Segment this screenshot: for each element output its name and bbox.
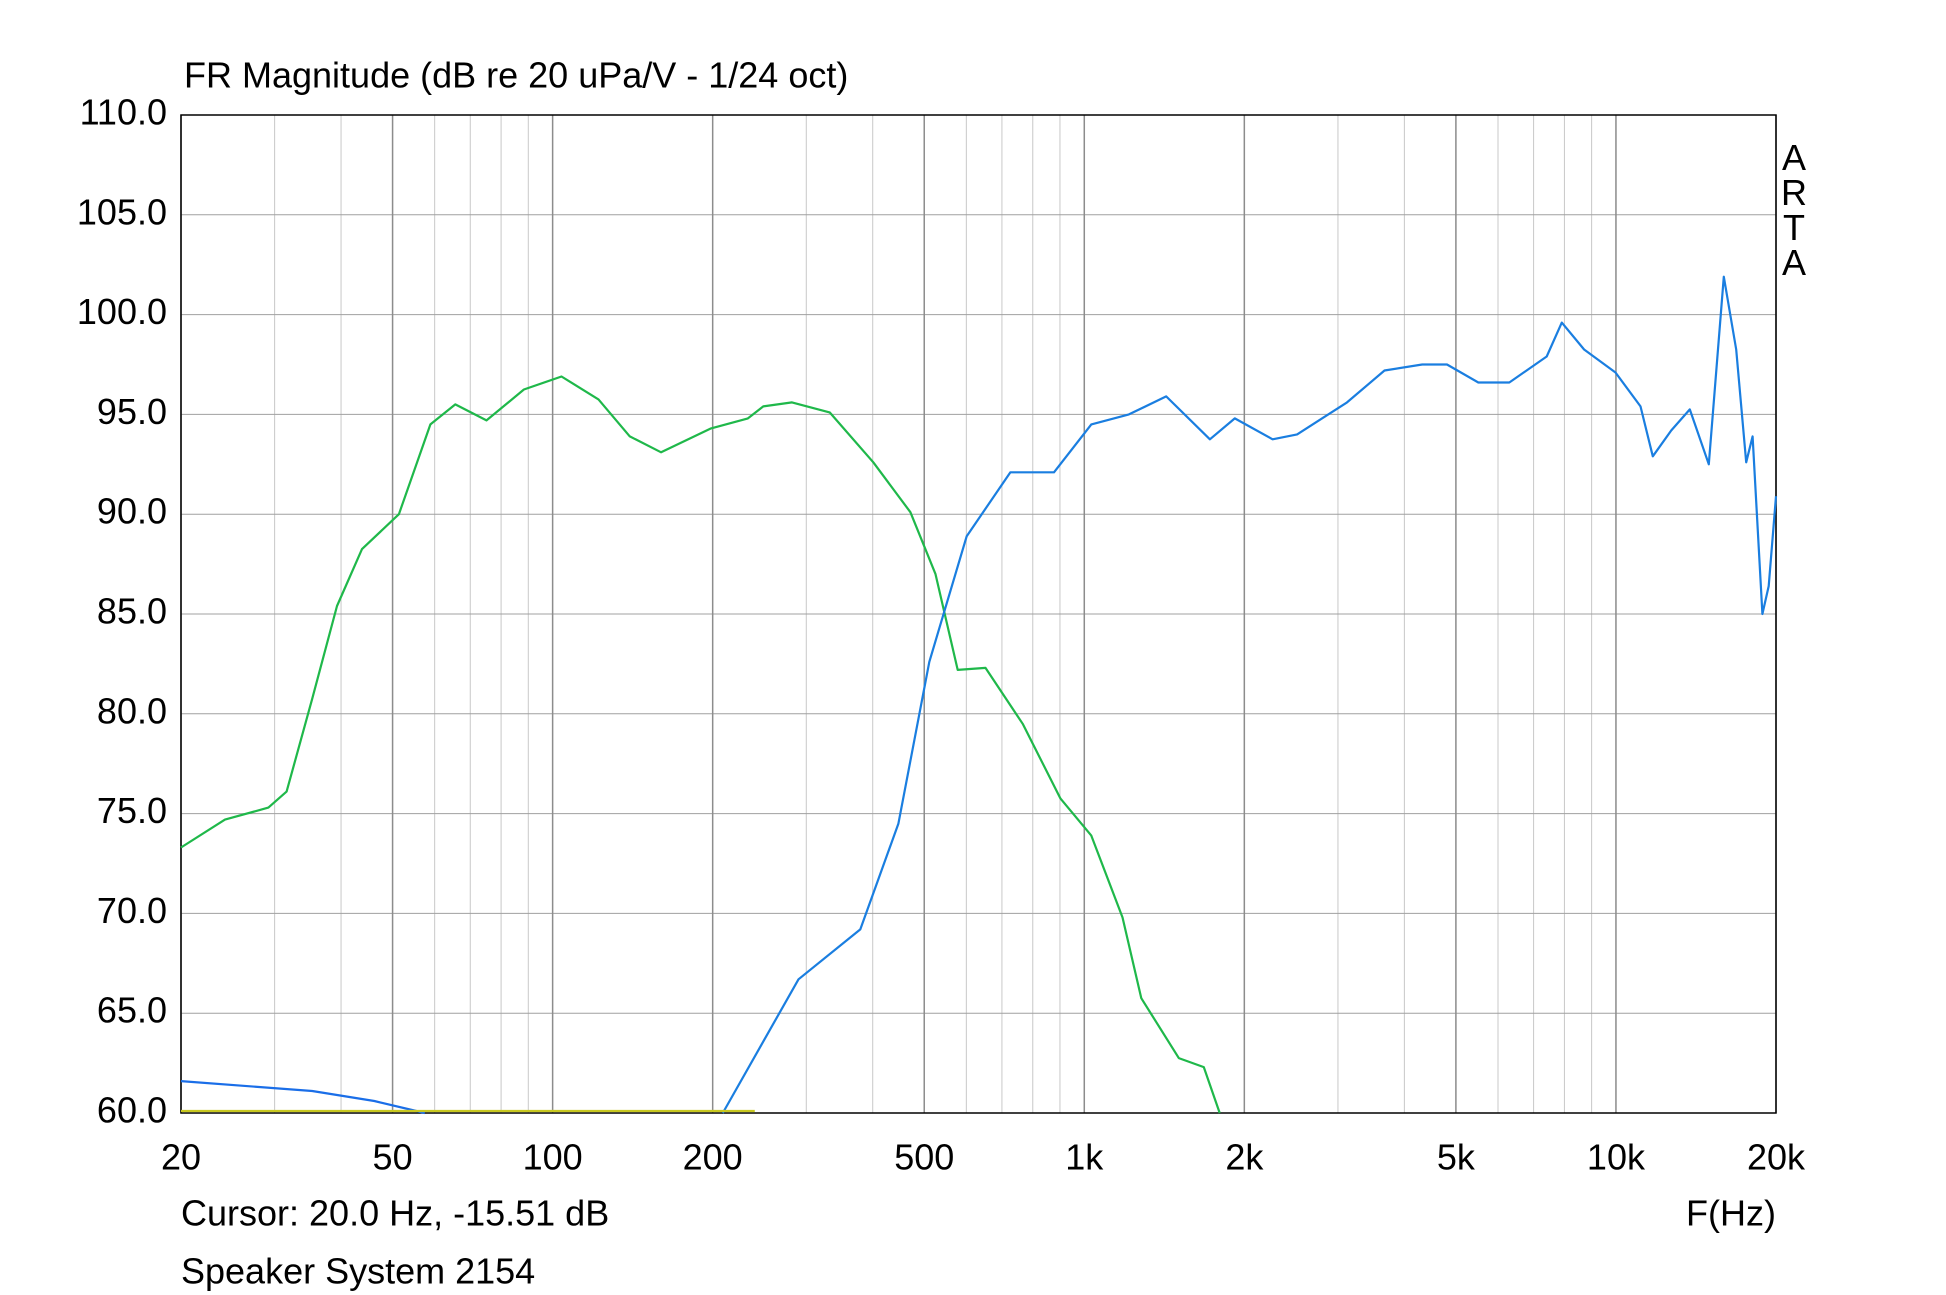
y-tick-label: 60.0	[97, 1090, 167, 1131]
y-tick-label: 95.0	[97, 391, 167, 432]
cursor-readout: Cursor: 20.0 Hz, -15.51 dB	[181, 1193, 609, 1234]
x-tick-label: 10k	[1587, 1137, 1646, 1178]
line-series	[180, 375, 1221, 1114]
y-tick-label: 100.0	[77, 291, 167, 332]
x-tick-label: 200	[683, 1137, 743, 1178]
y-tick-label: 85.0	[97, 591, 167, 632]
y-tick-label: 105.0	[77, 191, 167, 232]
y-tick-label: 75.0	[97, 790, 167, 831]
caption: Speaker System 2154	[181, 1251, 535, 1292]
x-axis-label: F(Hz)	[1686, 1193, 1776, 1234]
plot-frame	[180, 114, 1777, 1114]
x-tick-label: 1k	[1065, 1137, 1104, 1178]
y-tick-label: 90.0	[97, 491, 167, 532]
y-tick-label: 110.0	[80, 92, 167, 133]
line-series	[180, 1080, 426, 1115]
watermark: ARTA	[1774, 137, 1815, 277]
y-tick-label: 65.0	[97, 990, 167, 1031]
x-tick-label: 500	[894, 1137, 954, 1178]
x-tick-label: 5k	[1437, 1137, 1476, 1178]
x-tick-label: 100	[523, 1137, 583, 1178]
chart-title: FR Magnitude (dB re 20 uPa/V - 1/24 oct)	[184, 55, 848, 96]
x-tick-label: 20k	[1747, 1137, 1806, 1178]
x-tick-label: 50	[373, 1137, 413, 1178]
x-tick-label: 2k	[1225, 1137, 1264, 1178]
y-tick-label: 80.0	[97, 690, 167, 731]
y-tick-label: 70.0	[97, 890, 167, 931]
line-series	[721, 275, 1778, 1114]
x-tick-label: 20	[161, 1137, 201, 1178]
